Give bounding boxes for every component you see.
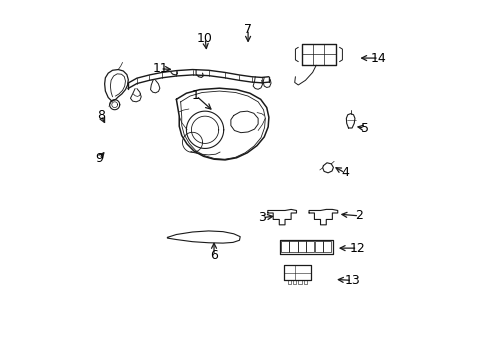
Bar [292,280,296,284]
Bar [287,280,290,284]
Text: 10: 10 [197,32,213,45]
Text: 2: 2 [355,210,363,222]
Text: 11: 11 [152,62,168,75]
Text: 1: 1 [192,89,200,102]
Text: 12: 12 [349,242,365,255]
Text: 14: 14 [370,51,386,64]
Text: 8: 8 [97,109,105,122]
Text: 4: 4 [340,166,348,179]
Bar [303,280,306,284]
Text: 7: 7 [244,23,252,36]
Text: 6: 6 [210,249,218,262]
Bar [322,241,330,252]
Bar [289,241,297,252]
Text: 5: 5 [360,122,368,135]
Bar [298,280,301,284]
Bar [305,241,314,252]
Bar [314,241,322,252]
Text: 13: 13 [344,274,359,287]
Text: 9: 9 [95,152,103,165]
Bar [297,241,305,252]
Bar [281,241,288,252]
Text: 3: 3 [258,211,266,224]
